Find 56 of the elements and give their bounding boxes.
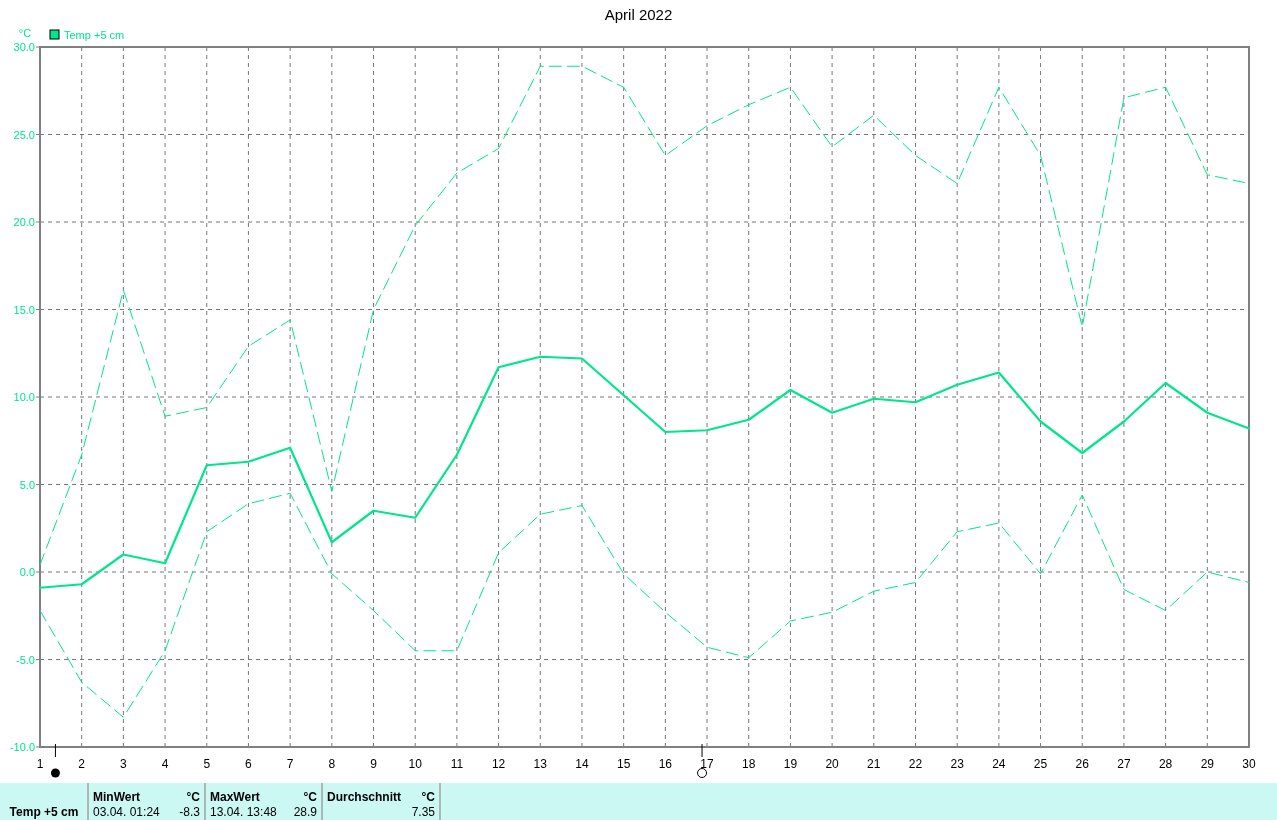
x-tick-label: 28	[1158, 757, 1173, 771]
x-tick-label: 14	[575, 757, 589, 771]
text: 28.9	[293, 805, 318, 819]
text: 13.04. 13:48	[210, 805, 278, 819]
chart-title: April 2022	[604, 6, 673, 23]
x-tick-label: 12	[491, 757, 506, 771]
text: Durchschnitt	[327, 790, 402, 804]
text: -8.3	[179, 805, 201, 819]
x-tick-label: 19	[783, 757, 798, 771]
text: Temp +5 cm	[9, 805, 79, 819]
x-tick-label: 1	[36, 757, 44, 771]
x-tick-label: 7	[286, 757, 294, 771]
text: °C	[303, 790, 318, 804]
y-tick-label: 30.0	[13, 41, 35, 53]
x-tick-label: 11	[450, 757, 464, 771]
x-tick-label: 3	[120, 757, 128, 771]
line-series	[38, 355, 1251, 589]
x-tick-label: 18	[742, 757, 756, 771]
x-tick-label: 23	[950, 757, 965, 771]
text: MaxWert	[210, 790, 260, 804]
x-tick-label: 20	[825, 757, 840, 771]
x-tick-label: 5	[203, 757, 211, 771]
x-tick-label: 15	[616, 757, 631, 771]
y-tick-label: 5.0	[19, 478, 35, 491]
x-tick-label: 13	[533, 757, 548, 771]
x-tick-label: 8	[328, 757, 336, 771]
x-tick-label: 27	[1117, 757, 1131, 771]
y-tick-label: -10.0	[9, 741, 35, 753]
y-tick-label: -5.0	[16, 653, 35, 666]
x-tick-label: 25	[1033, 757, 1048, 771]
x-tick-label: 21	[867, 757, 881, 771]
y-tick-label: 0.0	[19, 566, 35, 578]
line-series	[39, 492, 1250, 718]
x-tick-label: 2	[78, 757, 86, 771]
x-tick-label: 17	[700, 757, 715, 771]
text: °C	[186, 790, 201, 804]
x-tick-label: 26	[1075, 757, 1090, 771]
text: 7.35	[411, 805, 436, 819]
y-tick-label: 25.0	[13, 128, 35, 141]
x-tick-label: 9	[370, 757, 378, 771]
x-tick-label: 24	[992, 757, 1006, 771]
x-tick-label: 30	[1242, 757, 1256, 771]
text: MinWert	[93, 790, 141, 804]
x-tick-label: 29	[1200, 757, 1215, 771]
y-tick-label: 20.0	[13, 216, 35, 228]
y-axis-title: °C	[18, 27, 32, 39]
text: 03.04. 01:24	[93, 805, 161, 819]
x-tick-label: 4	[161, 757, 169, 771]
x-tick-label: 10	[408, 757, 423, 771]
x-tick-label: 16	[658, 757, 673, 771]
legend-label: Temp +5 cm	[64, 29, 125, 41]
text: °C	[421, 790, 436, 804]
y-tick-label: 10.0	[13, 391, 35, 403]
x-tick-label: 22	[908, 757, 923, 771]
y-tick-label: 15.0	[13, 303, 35, 316]
x-tick-label: 6	[245, 757, 253, 771]
